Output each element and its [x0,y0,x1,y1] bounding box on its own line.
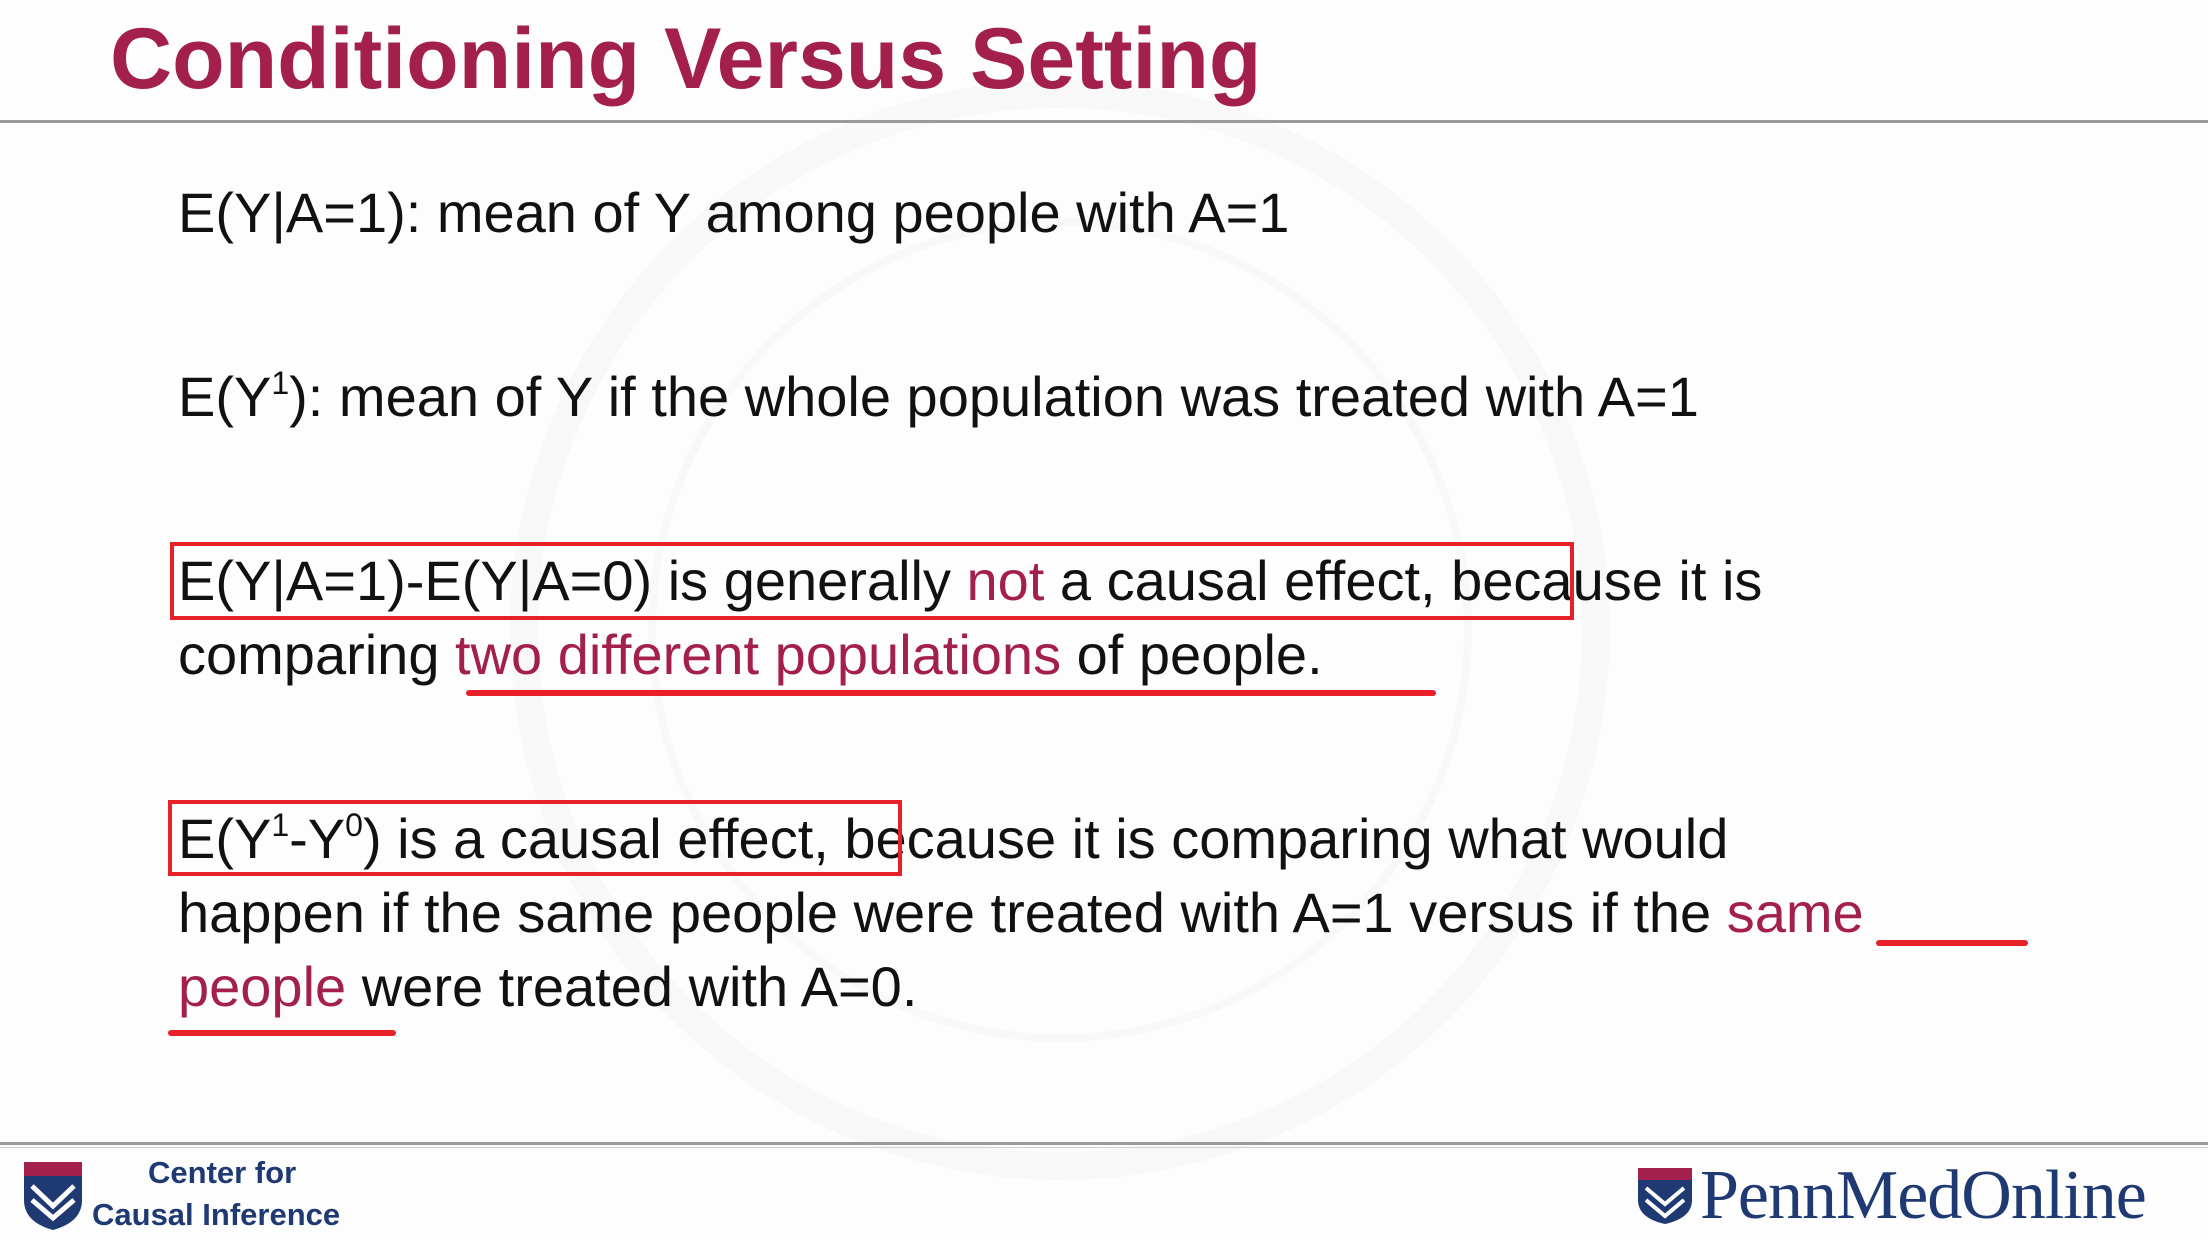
penn-shield-icon [24,1162,82,1230]
highlight-two-populations: two different populations [455,623,1062,686]
paragraph-setting: E(Y1): mean of Y if the whole population… [178,360,2078,434]
highlight-not: not [966,549,1045,612]
annotation-underline-same [1876,940,2028,946]
paragraph-text: E(Y|A=1): mean of Y among people with A=… [178,181,1290,244]
text-segment: of people. [1061,623,1323,686]
text-segment: -Y [289,807,346,870]
text-segment: comparing [178,623,456,686]
annotation-box-causal-effect [168,800,902,876]
text-segment: were treated with A=0. [346,955,918,1018]
paragraph-line: E(Y1-Y0) is a causal effect, because it … [178,802,2078,876]
text-segment: E(Y|A=1)-E(Y|A=0) is generally [178,549,967,612]
text-segment: a causal effect, because it is [1044,549,1763,612]
annotation-underline-populations [466,690,1436,696]
paragraph-line: happen if the same people were treated w… [178,876,2078,950]
annotation-underline-people [168,1030,396,1036]
text-segment: E(Y [178,365,272,428]
paragraph-causal: E(Y1-Y0) is a causal effect, because it … [178,802,2078,1024]
slide-title: Conditioning Versus Setting [110,11,1262,107]
footer-divider-secondary [0,1147,2208,1148]
paragraph-not-causal: E(Y|A=1)-E(Y|A=0) is generally not a cau… [178,544,2078,692]
paragraph-line: E(Y|A=1)-E(Y|A=0) is generally not a cau… [178,544,2078,618]
logo-line-2: Causal Inference [92,1197,341,1232]
pennmedonline-logo: PennMedOnline [1700,1157,2147,1234]
annotation-box-difference [170,542,1574,620]
superscript: 0 [345,807,363,843]
logo-line-1: Center for [148,1155,297,1190]
center-for-causal-inference-logo: Center for Causal Inference [92,1152,340,1236]
title-divider [0,120,2208,123]
text-segment: happen if the same people were treated w… [178,881,1727,944]
superscript: 1 [271,365,290,401]
highlight-same: same [1726,881,1864,944]
text-segment: ) is a causal effect, because it is comp… [362,807,1729,870]
paragraph-conditioning: E(Y|A=1): mean of Y among people with A=… [178,176,2078,250]
text-segment: E(Y [178,807,272,870]
superscript: 1 [271,807,290,843]
pennmed-shield-icon [1638,1168,1692,1224]
paragraph-line: comparing two different populations of p… [178,618,2078,692]
paragraph-line: people were treated with A=0. [178,950,2078,1024]
footer-divider [0,1142,2208,1145]
highlight-people: people [178,955,347,1018]
text-segment: ): mean of Y if the whole population was… [289,365,1699,428]
